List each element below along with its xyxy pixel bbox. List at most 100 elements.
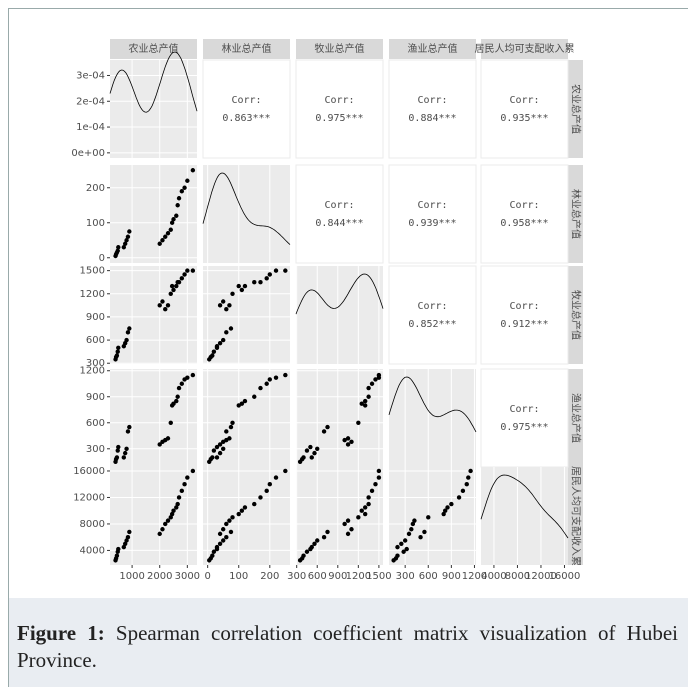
- point: [175, 501, 180, 507]
- corr-panel: [388, 59, 477, 159]
- corr-panel: [480, 265, 569, 365]
- point: [116, 345, 121, 350]
- point: [179, 276, 185, 281]
- point: [171, 217, 176, 222]
- point: [309, 544, 314, 550]
- point: [224, 534, 229, 540]
- point: [224, 429, 229, 434]
- point: [466, 475, 471, 480]
- strip: [203, 39, 290, 59]
- point: [175, 203, 180, 208]
- strip: [481, 39, 568, 59]
- point: [185, 178, 190, 183]
- strip-label: 林业总产值: [570, 189, 583, 239]
- corr-panel: [388, 265, 477, 365]
- y-tick-label: 8000: [80, 519, 105, 530]
- point: [125, 534, 131, 540]
- point: [217, 340, 223, 346]
- point: [217, 531, 223, 537]
- point: [121, 245, 127, 250]
- point: [163, 234, 168, 239]
- point: [264, 276, 269, 281]
- corr-panel: [295, 59, 384, 159]
- point: [220, 337, 226, 343]
- point: [258, 495, 263, 500]
- point: [214, 544, 220, 550]
- point: [127, 424, 132, 430]
- point: [185, 375, 190, 380]
- point: [356, 420, 361, 425]
- corr-value: 0.939***: [408, 218, 456, 229]
- point: [174, 283, 179, 289]
- corr-panel: [480, 164, 569, 264]
- y-tick-label: 200: [86, 183, 105, 194]
- x-tick-label: 300: [396, 571, 415, 582]
- point: [174, 398, 179, 404]
- x-tick-label: 12000: [525, 571, 557, 582]
- point: [395, 544, 400, 550]
- point: [283, 468, 288, 474]
- point: [342, 521, 347, 527]
- point: [182, 482, 187, 487]
- point: [304, 549, 310, 554]
- point: [122, 241, 128, 246]
- point: [210, 553, 215, 558]
- point: [345, 442, 351, 447]
- point: [308, 444, 313, 450]
- point: [366, 501, 371, 507]
- point: [157, 531, 162, 537]
- point: [401, 549, 406, 554]
- point: [224, 330, 229, 335]
- point: [124, 538, 129, 543]
- panel: [110, 266, 197, 364]
- point: [312, 450, 317, 456]
- point: [124, 337, 129, 343]
- point: [252, 501, 257, 507]
- y-tick-label: 2e-04: [76, 96, 105, 107]
- corr-label: Corr:: [509, 95, 539, 106]
- corr-value: 0.844***: [315, 218, 363, 229]
- point: [224, 307, 229, 312]
- point: [169, 283, 175, 289]
- point: [214, 344, 220, 349]
- point: [157, 303, 162, 308]
- x-tick-label: 1200: [346, 571, 371, 582]
- point: [441, 511, 446, 517]
- point: [176, 196, 182, 201]
- x-tick-label: 4000: [481, 571, 506, 582]
- point: [362, 511, 368, 517]
- point: [211, 448, 217, 453]
- point: [116, 444, 121, 450]
- point: [179, 488, 185, 494]
- point: [179, 381, 185, 386]
- point: [176, 280, 182, 285]
- point: [114, 553, 120, 558]
- point: [464, 482, 469, 487]
- point: [283, 372, 288, 378]
- point: [242, 283, 248, 289]
- point: [349, 527, 354, 532]
- point: [404, 546, 409, 552]
- point: [174, 505, 179, 510]
- point: [236, 283, 241, 289]
- point: [402, 538, 408, 543]
- panel: [203, 369, 290, 467]
- point: [169, 220, 175, 225]
- point: [362, 398, 368, 404]
- point: [211, 549, 217, 554]
- point: [165, 518, 171, 523]
- point: [273, 268, 279, 273]
- point: [228, 424, 234, 430]
- point: [168, 291, 173, 296]
- point: [114, 353, 120, 358]
- panel: [296, 369, 383, 467]
- point: [169, 511, 175, 517]
- strip-label: 牧业总产值: [570, 290, 583, 340]
- point: [210, 353, 215, 358]
- point: [345, 436, 351, 441]
- strip: [568, 165, 583, 263]
- point: [412, 518, 417, 523]
- corr-value: 0.912***: [500, 319, 548, 330]
- point: [359, 401, 364, 406]
- point: [395, 553, 400, 558]
